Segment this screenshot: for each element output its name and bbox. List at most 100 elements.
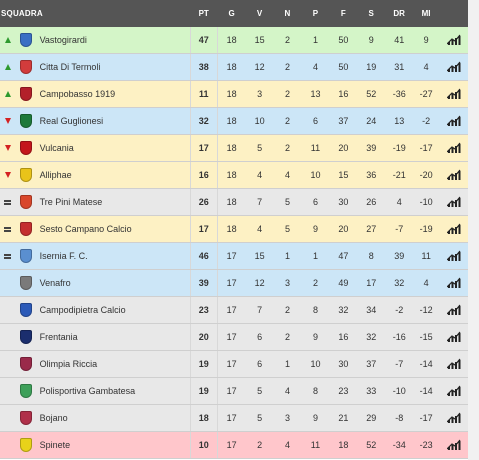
cell-n: 5	[285, 224, 291, 234]
trend-chart-icon[interactable]	[439, 250, 468, 262]
cell-v: 12	[254, 62, 265, 72]
team-name[interactable]: Campodipietra Calcio	[39, 305, 126, 315]
cell-p: 9	[312, 413, 318, 423]
team-crest-icon	[15, 141, 36, 155]
team-crest-icon	[15, 33, 36, 47]
team-name[interactable]: Campobasso 1919	[39, 89, 116, 99]
trend-chart-icon[interactable]	[439, 439, 468, 451]
cell-g: 17	[226, 251, 237, 261]
cell-v: 4	[257, 224, 263, 234]
team-crest-icon	[15, 60, 36, 74]
trend-chart-icon[interactable]	[439, 277, 468, 289]
cell-n: 2	[285, 35, 291, 45]
team-name[interactable]: Alliphae	[39, 170, 72, 180]
cell-v: 15	[254, 35, 265, 45]
cell-p: 11	[310, 440, 321, 450]
trend-chart-icon[interactable]	[439, 358, 468, 370]
team-name[interactable]: Frentania	[39, 332, 78, 342]
trend-chart-icon[interactable]	[439, 34, 468, 46]
cell-f: 30	[338, 359, 349, 369]
table-row[interactable]: Olimpia Riccia 19 17 6 1 10 30 37 -7 -14	[0, 351, 468, 378]
team-name[interactable]: Polisportiva Gambatesa	[39, 386, 136, 396]
table-row[interactable]: Frentania 20 17 6 2 9 16 32 -16 -15	[0, 324, 468, 351]
cell-p: 1	[312, 251, 318, 261]
table-row[interactable]: Isernia F. C. 46 17 15 1 1 47 8 39 11	[0, 243, 468, 270]
cell-dr: -10	[392, 386, 406, 396]
team-name[interactable]: Olimpia Riccia	[39, 359, 98, 369]
table-row[interactable]: Campodipietra Calcio 23 17 7 2 8 32 34 -2 -12	[0, 297, 468, 324]
trend-chart-icon[interactable]	[439, 385, 468, 397]
trend-chart-icon[interactable]	[439, 196, 468, 208]
cell-f: 20	[338, 224, 349, 234]
scrollbar[interactable]	[468, 0, 479, 460]
cell-v: 15	[254, 251, 265, 261]
cell-mi: -2	[422, 116, 431, 126]
cell-pt: 46	[189, 243, 218, 269]
trend-chart-icon[interactable]	[439, 169, 468, 181]
cell-f: 50	[338, 35, 349, 45]
table-row[interactable]: Venafro 39 17 12 3 2 49 17 32 4	[0, 270, 468, 297]
cell-v: 2	[257, 440, 263, 450]
cell-pt: 11	[189, 81, 218, 107]
team-name[interactable]: Bojano	[39, 413, 68, 423]
cell-dr: -7	[395, 224, 404, 234]
cell-pt: 16	[189, 162, 218, 188]
trend-chart-icon[interactable]	[439, 142, 468, 154]
team-name[interactable]: Isernia F. C.	[39, 251, 88, 261]
cell-v: 6	[257, 359, 263, 369]
team-name[interactable]: Venafro	[39, 278, 71, 288]
table-row[interactable]: Vulcania 17 18 5 2 11 20 39 -19 -17	[0, 135, 468, 162]
cell-s: 9	[368, 35, 374, 45]
arrow-up-icon	[0, 64, 15, 70]
cell-s: 24	[366, 116, 377, 126]
cell-mi: 4	[423, 62, 429, 72]
header-team: SQUADRA	[1, 9, 43, 18]
team-name[interactable]: Spinete	[39, 440, 71, 450]
trend-chart-icon[interactable]	[439, 223, 468, 235]
cell-mi: -10	[419, 197, 433, 207]
cell-f: 47	[338, 251, 349, 261]
cell-n: 3	[285, 278, 291, 288]
equal-icon	[0, 199, 15, 205]
cell-dr: -7	[395, 359, 404, 369]
cell-g: 18	[226, 143, 237, 153]
header-g: G	[228, 9, 235, 18]
header-s: S	[368, 9, 374, 18]
team-name[interactable]: Vastogirardi	[39, 35, 87, 45]
trend-chart-icon[interactable]	[439, 61, 468, 73]
header-pt: PT	[198, 9, 209, 18]
cell-s: 52	[366, 440, 377, 450]
table-row[interactable]: Citta Di Termoli 38 18 12 2 4 50 19 31 4	[0, 54, 468, 81]
cell-pt: 26	[189, 189, 218, 215]
cell-p: 11	[310, 143, 321, 153]
trend-chart-icon[interactable]	[439, 115, 468, 127]
table-row[interactable]: Bojano 18 17 5 3 9 21 29 -8 -17	[0, 405, 468, 432]
cell-f: 30	[338, 197, 349, 207]
team-name[interactable]: Vulcania	[39, 143, 74, 153]
table-row[interactable]: Vastogirardi 47 18 15 2 1 50 9 41 9	[0, 27, 468, 54]
team-name[interactable]: Tre Pini Matese	[39, 197, 103, 207]
team-name[interactable]: Citta Di Termoli	[39, 62, 101, 72]
trend-chart-icon[interactable]	[439, 304, 468, 316]
cell-v: 10	[254, 116, 265, 126]
table-row[interactable]: Real Guglionesi 32 18 10 2 6 37 24 13 -2	[0, 108, 468, 135]
table-row[interactable]: Campobasso 1919 11 18 3 2 13 16 52 -36 -27	[0, 81, 468, 108]
cell-mi: -17	[419, 143, 433, 153]
trend-chart-icon[interactable]	[439, 331, 468, 343]
cell-p: 4	[312, 62, 318, 72]
trend-chart-icon[interactable]	[439, 88, 468, 100]
table-row[interactable]: Alliphae 16 18 4 4 10 15 36 -21 -20	[0, 162, 468, 189]
team-name[interactable]: Sesto Campano Calcio	[39, 224, 132, 234]
cell-dr: -36	[392, 89, 406, 99]
cell-v: 5	[257, 413, 263, 423]
cell-dr: -16	[392, 332, 406, 342]
table-row[interactable]: Tre Pini Matese 26 18 7 5 6 30 26 4 -10	[0, 189, 468, 216]
arrow-down-icon	[0, 145, 15, 151]
team-crest-icon	[15, 357, 36, 371]
table-row[interactable]: Polisportiva Gambatesa 19 17 5 4 8 23 33 -10 -14	[0, 378, 468, 405]
trend-chart-icon[interactable]	[439, 412, 468, 424]
table-row[interactable]: Spinete 10 17 2 4 11 18 52 -34 -23	[0, 432, 468, 459]
team-name[interactable]: Real Guglionesi	[39, 116, 104, 126]
table-row[interactable]: Sesto Campano Calcio 17 18 4 5 9 20 27 -7 -19	[0, 216, 468, 243]
standings-table: SQUADRA PT G V N P F S DR MI Vastogirard…	[0, 0, 468, 459]
